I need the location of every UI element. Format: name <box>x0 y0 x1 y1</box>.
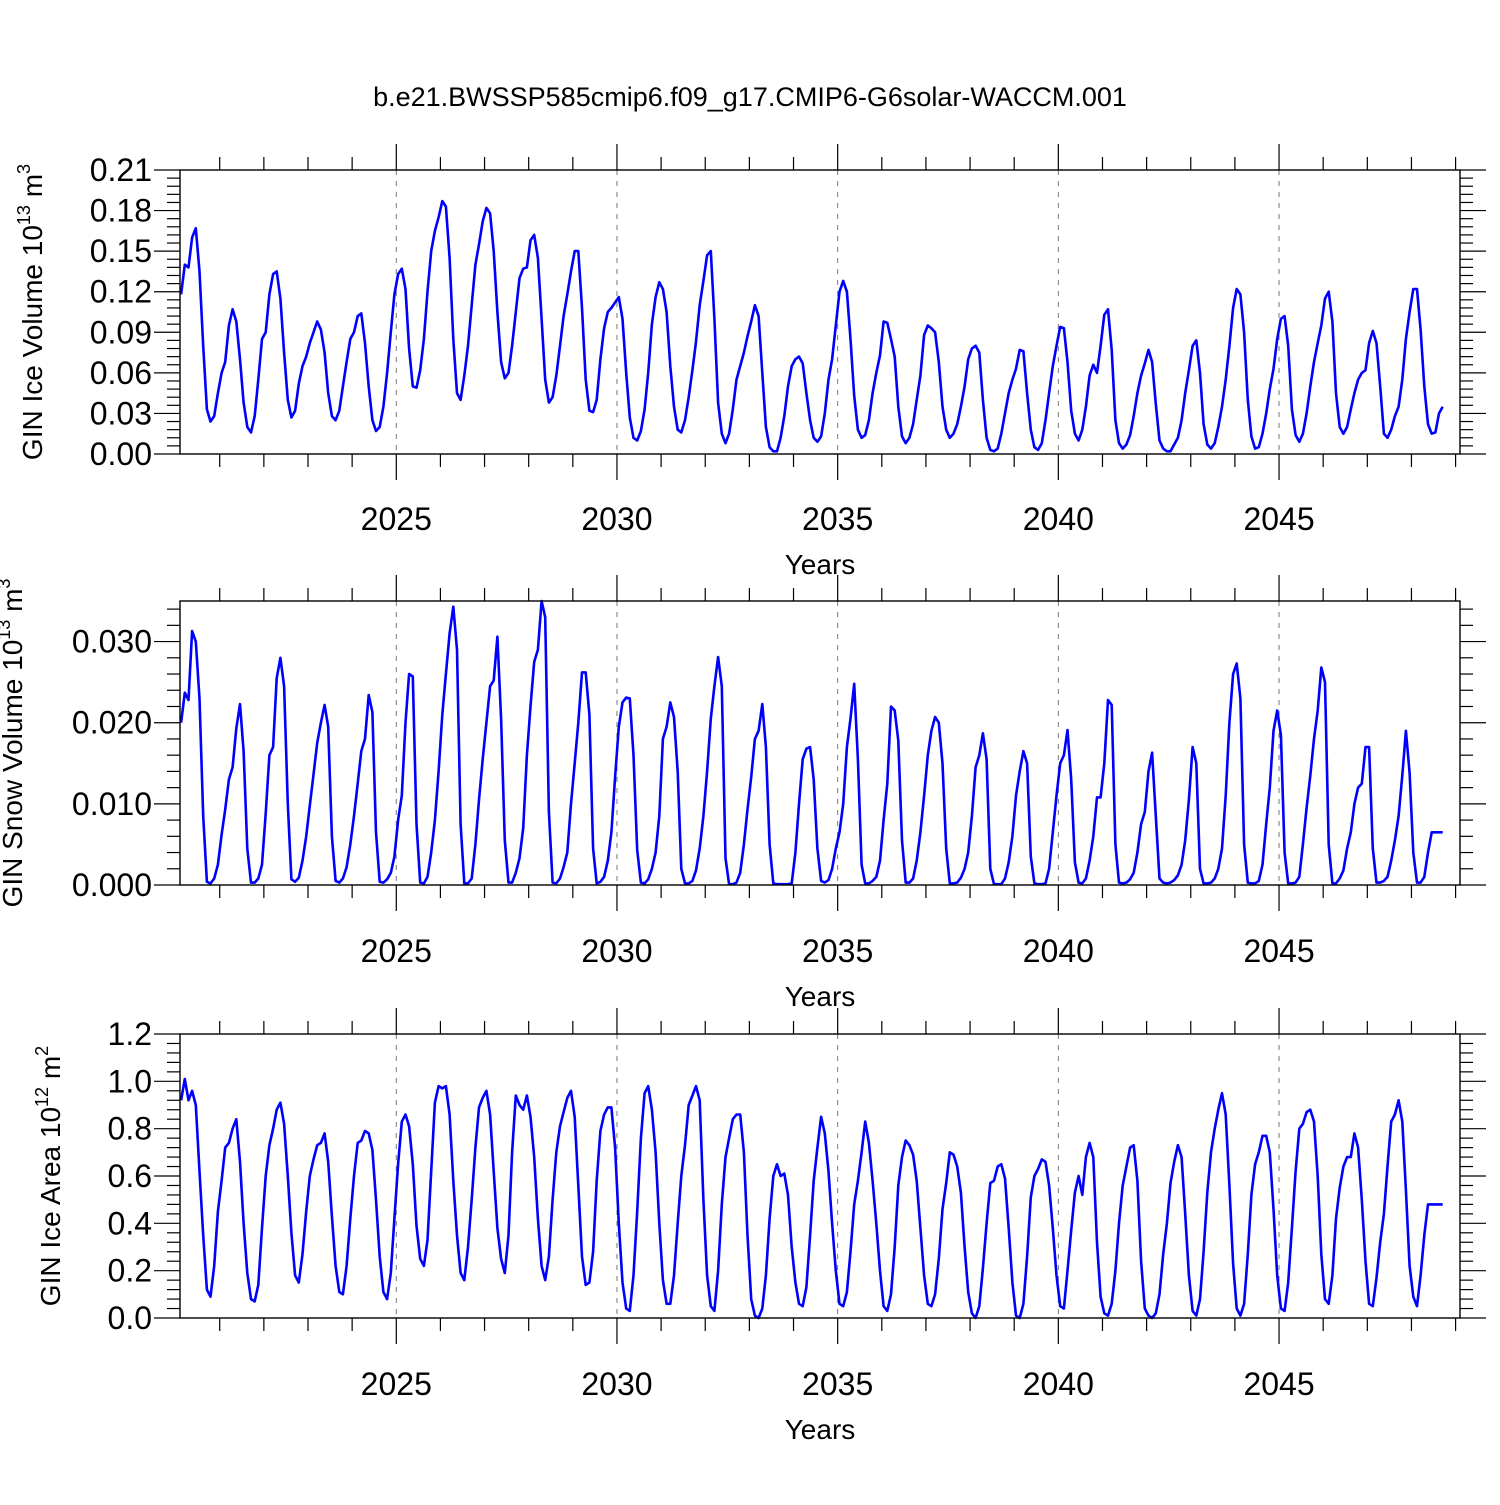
y-tick-label: 0.18 <box>90 193 152 229</box>
x-tick-label: 2025 <box>361 501 432 537</box>
y-axis-title-unit-sup: 3 <box>0 579 14 589</box>
plot-frame <box>179 1033 1461 1319</box>
x-tick-label: 2030 <box>581 933 652 969</box>
x-tick-label: 2025 <box>361 933 432 969</box>
y-axis-title-unit-sup: 2 <box>32 1046 52 1056</box>
y-tick-label: 0.8 <box>108 1111 152 1147</box>
x-tick-label: 2035 <box>802 1366 873 1402</box>
y-axis-title-unit-sup: 3 <box>14 164 34 174</box>
x-tick-label: 2045 <box>1243 501 1314 537</box>
y-axis-title-sup: 13 <box>0 620 14 640</box>
y-axis-title: GIN Snow Volume 1013 m3 <box>0 579 28 908</box>
plot-frame <box>179 169 1461 455</box>
x-tick-label: 2040 <box>1023 501 1094 537</box>
y-tick-label: 0.06 <box>90 355 152 391</box>
y-axis-title-unit: m <box>0 589 28 620</box>
y-tick-label: 1.0 <box>108 1063 152 1099</box>
y-tick-label: 0.000 <box>72 867 152 903</box>
panel-snow-volume: 0.000 0.010 0.020 0.030 2025 2030 2035 2040 2045… <box>0 575 1486 1012</box>
y-tick-label: 0.6 <box>108 1158 152 1194</box>
y-tick-label: 1.2 <box>108 1016 152 1052</box>
x-tick-label: 2045 <box>1243 933 1314 969</box>
series-line-ice-area <box>179 1077 1443 1320</box>
y-tick-label: 0.09 <box>90 314 152 350</box>
x-tick-label: 2040 <box>1023 933 1094 969</box>
x-tick-label: 2035 <box>802 501 873 537</box>
y-tick-label: 0.0 <box>108 1300 152 1336</box>
x-tick-label: 2035 <box>802 933 873 969</box>
y-axis-title-main: GIN Ice Area 10 <box>35 1107 66 1306</box>
panel-ice-area: 0.0 0.2 0.4 0.6 0.8 1.0 1.2 2025 2030 2035 2040 204… <box>32 1008 1486 1445</box>
x-tick-label: 2030 <box>581 1366 652 1402</box>
y-tick-label: 0.2 <box>108 1253 152 1289</box>
panel-ice-volume: 0.00 0.03 0.06 0.09 0.12 0.15 0.18 0.21 2025 2030… <box>14 144 1486 580</box>
x-axis-title: Years <box>785 1414 856 1445</box>
y-tick-label: 0.020 <box>72 705 152 741</box>
y-tick-label: 0.21 <box>90 152 152 188</box>
plot-frame <box>179 600 1461 886</box>
figure-title: b.e21.BWSSP585cmip6.f09_g17.CMIP6-G6sola… <box>373 82 1127 112</box>
y-axis-title: GIN Ice Area 1012 m2 <box>32 1046 66 1306</box>
x-axis-title: Years <box>785 981 856 1012</box>
x-tick-label: 2045 <box>1243 1366 1314 1402</box>
series-line-ice-volume <box>179 199 1444 453</box>
y-axis-title: GIN Ice Volume 1013 m3 <box>14 164 48 460</box>
y-axis-title-main: GIN Snow Volume 10 <box>0 640 28 908</box>
y-axis-title-sup: 13 <box>14 205 34 225</box>
y-axis-title-main: GIN Ice Volume 10 <box>17 225 48 460</box>
y-tick-label: 0.15 <box>90 233 152 269</box>
y-tick-label: 0.12 <box>90 274 152 310</box>
x-tick-label: 2025 <box>361 1366 432 1402</box>
y-tick-label: 0.00 <box>90 436 152 472</box>
x-tick-label: 2040 <box>1023 1366 1094 1402</box>
y-axis-title-sup: 12 <box>32 1087 52 1107</box>
x-axis-title: Years <box>785 549 856 580</box>
y-axis-title-unit: m <box>35 1056 66 1087</box>
y-tick-label: 0.030 <box>72 624 152 660</box>
y-tick-label: 0.03 <box>90 395 152 431</box>
y-tick-label: 0.4 <box>108 1205 152 1241</box>
y-tick-label: 0.010 <box>72 786 152 822</box>
series-line-snow-volume <box>179 599 1443 886</box>
y-axis-title-unit: m <box>17 174 48 205</box>
x-tick-label: 2030 <box>581 501 652 537</box>
